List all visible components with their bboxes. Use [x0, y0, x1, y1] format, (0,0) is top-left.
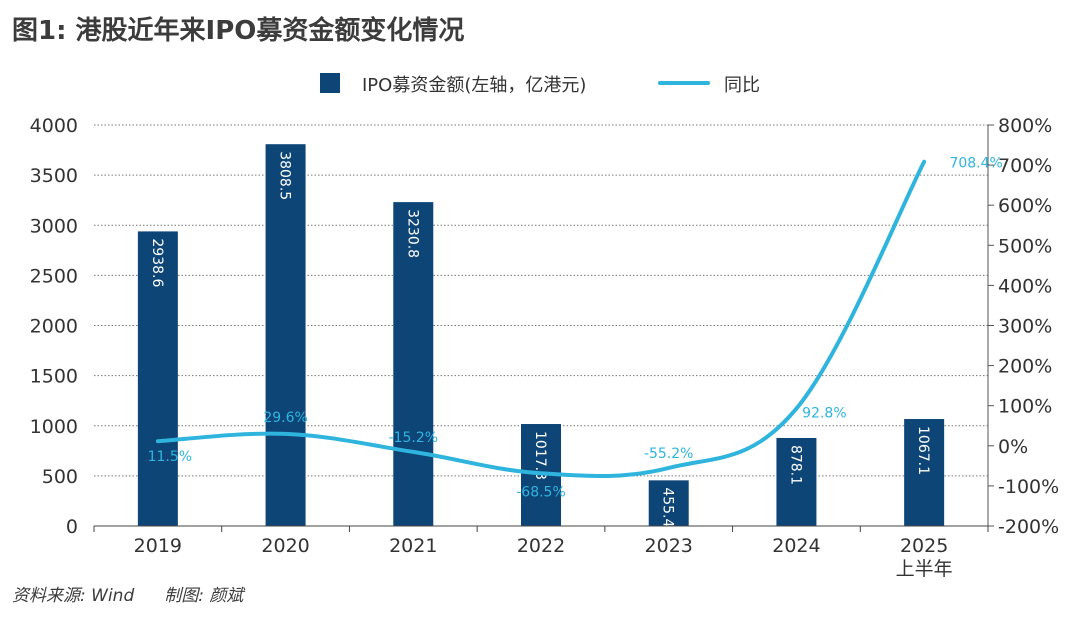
- gridlines: [94, 124, 988, 477]
- y-right-tick-label: -100%: [998, 476, 1059, 498]
- bar: [393, 202, 434, 526]
- x-tick-label: 2023: [645, 535, 693, 557]
- y-left-tick-label: 1000: [30, 416, 78, 438]
- x-tick-label: 2024: [772, 535, 820, 557]
- y-right-tick-label: 200%: [998, 356, 1052, 378]
- bar: [904, 419, 945, 526]
- line-value-label: -55.2%: [644, 446, 694, 462]
- x-tick-label: 2019: [134, 535, 182, 557]
- bar: [265, 144, 306, 526]
- author-text: 制图: 颜斌: [164, 586, 244, 606]
- yoy-line: [155, 159, 927, 479]
- line-value-label: 92.8%: [802, 406, 846, 422]
- y-right-tick-label: -200%: [998, 516, 1059, 538]
- bar-value-label: 3808.5: [277, 151, 293, 200]
- y-right-tick-label: 400%: [998, 275, 1052, 297]
- legend-line-label: 同比: [724, 75, 760, 96]
- y-left-tick-label: 2500: [30, 265, 78, 287]
- x-tick-sublabel: 上半年: [896, 558, 953, 580]
- line-value-label: 708.4%: [949, 156, 1002, 172]
- y-right-tick-label: 700%: [998, 155, 1052, 177]
- line-series: 11.5% 29.6% -15.2% -68.5% -55.2% 92.8% 708.4%: [148, 156, 1003, 501]
- chart-title: 图1: 港股近年来IPO募资金额变化情况: [12, 16, 465, 46]
- bar-value-label: 878.1: [787, 445, 803, 485]
- x-tick-label: 2021: [389, 535, 437, 557]
- source-text: 资料来源: Wind: [12, 586, 135, 606]
- legend: IPO募资金额(左轴，亿港元) 同比: [320, 73, 760, 96]
- bar: [137, 231, 178, 527]
- bar-value-label: 455.4: [660, 487, 676, 527]
- bar: [648, 480, 689, 526]
- x-tick-label: 2022: [517, 535, 565, 557]
- legend-bar-swatch: [320, 73, 340, 93]
- y-left-tick-label: 2000: [30, 316, 78, 338]
- bar-value-label: 3230.8: [404, 209, 420, 258]
- legend-bar-label: IPO募资金额(左轴，亿港元): [362, 75, 586, 96]
- axes: 0 500 1000 1500 2000 2500 3000 3500 4000 -200% -10…: [30, 115, 1060, 580]
- y-left-tick-label: 500: [42, 466, 78, 488]
- y-left-tick-label: 3500: [30, 165, 78, 187]
- y-right-tick-label: 500%: [998, 235, 1052, 257]
- y-right-tick-label: 0%: [998, 436, 1028, 458]
- y-left-tick-label: 1500: [30, 366, 78, 388]
- bar-value-label: 2938.6: [149, 238, 165, 287]
- line-value-label: 11.5%: [148, 449, 192, 465]
- y-left-tick-label: 0: [66, 516, 78, 538]
- x-tick-label: 2020: [261, 535, 309, 557]
- bar-value-label: 1067.1: [915, 426, 931, 475]
- source-note: 资料来源: Wind 制图: 颜斌: [12, 581, 243, 606]
- bar-series: 2938.6 3808.5 3230.8 1017.3 455.4 878.1 1067.1: [137, 144, 945, 528]
- y-right-tick-label: 800%: [998, 115, 1052, 137]
- y-right-tick-label: 600%: [998, 195, 1052, 217]
- line-value-label: -15.2%: [389, 430, 439, 446]
- line-value-label: 29.6%: [263, 410, 307, 426]
- x-tick-label: 2025: [900, 535, 948, 557]
- bar-value-label: 1017.3: [532, 431, 548, 480]
- y-left-tick-label: 4000: [30, 115, 78, 137]
- y-left-tick-label: 3000: [30, 215, 78, 237]
- y-right-tick-label: 300%: [998, 316, 1052, 338]
- bar: [776, 437, 817, 526]
- line-value-label: -68.5%: [516, 484, 566, 500]
- y-right-tick-label: 100%: [998, 396, 1052, 418]
